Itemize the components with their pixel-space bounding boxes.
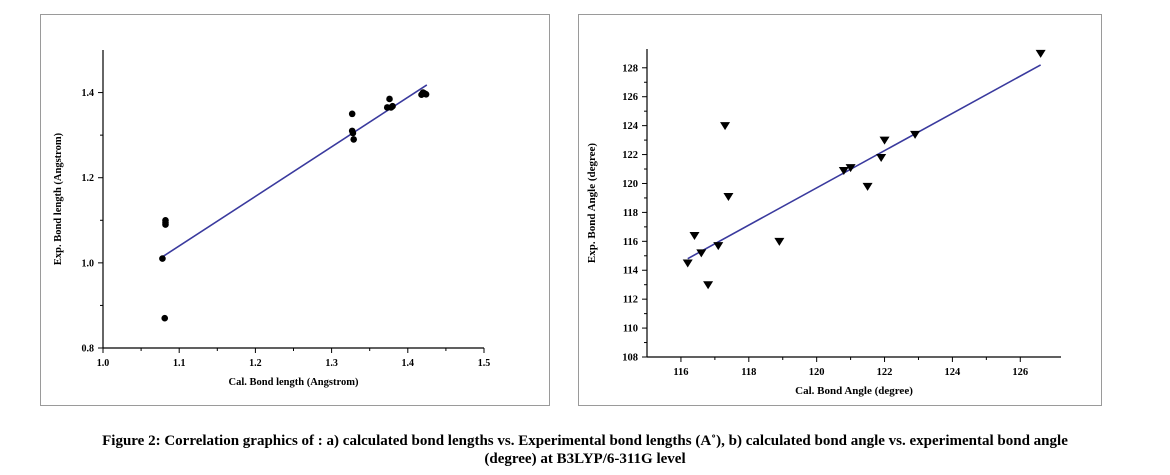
chart-a-data-point xyxy=(389,102,396,110)
chart-a-y-axis-label: Exp. Bond length (Angstrom) xyxy=(53,132,64,265)
chart-b-y-tick-label: 112 xyxy=(623,295,638,306)
chart-b-x-tick-label: 116 xyxy=(673,367,688,378)
chart-a-fit-line xyxy=(161,84,428,258)
chart-b-y-tick-label: 122 xyxy=(622,150,638,161)
chart-b-y-tick-label: 120 xyxy=(622,179,638,190)
figure-caption: Figure 2: Correlation graphics of : a) c… xyxy=(0,432,1170,468)
chart-a-x-tick-label: 1.1 xyxy=(173,358,186,369)
chart-b-x-tick-label: 118 xyxy=(741,367,756,378)
chart-b-data-point xyxy=(876,153,887,162)
chart-b-panel: 116 118 120 122 124 126 108 110 112 114 116 118 120 1… xyxy=(578,14,1102,406)
chart-b-x-tick-label: 124 xyxy=(945,367,962,378)
chart-b-y-tick-label: 110 xyxy=(623,324,638,335)
chart-a-y-tick-label: 1.4 xyxy=(82,88,95,99)
chart-b-y-tick-label: 114 xyxy=(623,266,639,277)
chart-b-x-axis-label: Cal. Bond Angle (degree) xyxy=(795,385,913,397)
chart-b-data-point xyxy=(838,166,849,175)
chart-a-data-point xyxy=(386,95,393,103)
chart-b-data-point xyxy=(689,232,700,241)
chart-a-data-point xyxy=(349,129,357,137)
chart-b-x-tick-label: 122 xyxy=(877,367,893,378)
chart-b-y-tick-label: 118 xyxy=(623,208,638,219)
chart-b-data-point xyxy=(1035,49,1046,58)
chart-a-x-axis-label: Cal. Bond length (Angstrom) xyxy=(229,377,359,388)
chart-a-data-point xyxy=(350,136,357,143)
chart-a-x-tick-label: 1.2 xyxy=(249,358,262,369)
chart-b-data-point xyxy=(720,122,731,131)
chart-a-data-point xyxy=(159,255,166,262)
chart-b-y-tick-label: 128 xyxy=(622,63,638,74)
chart-b-data-point xyxy=(879,136,890,145)
chart-b-data-point xyxy=(910,130,921,139)
chart-a-panel: 1.0 1.1 1.2 1.3 1.4 1.5 0.8 1.0 1.2 1.4 Cal. Bond … xyxy=(40,14,550,406)
chart-a-data-point xyxy=(161,314,169,322)
chart-b-data-point xyxy=(723,192,734,201)
chart-a-x-tick-label: 1.3 xyxy=(325,358,338,369)
chart-b-y-axis-label: Exp. Bond Angle (degree) xyxy=(586,143,598,264)
chart-b-y-tick-label: 126 xyxy=(622,92,638,103)
chart-b-y-tick-label: 116 xyxy=(623,237,638,248)
caption-line-1: Figure 2: Correlation graphics of : a) c… xyxy=(102,433,1068,449)
chart-b-x-tick-label: 126 xyxy=(1012,367,1028,378)
chart-a-data-point xyxy=(162,216,169,224)
chart-b-data-point xyxy=(713,242,724,251)
chart-b-data-point xyxy=(862,182,873,191)
chart-a-y-tick-label: 1.0 xyxy=(82,258,95,269)
chart-b-data-point xyxy=(682,259,693,268)
chart-a-data-point xyxy=(348,110,356,118)
chart-b-fit-line xyxy=(687,64,1042,260)
chart-b-y-tick-label: 108 xyxy=(622,353,638,364)
caption-line-2: (degree) at B3LYP/6-311G level xyxy=(484,451,686,467)
chart-b-y-tick-label: 124 xyxy=(622,121,639,132)
chart-a-x-tick-label: 1.0 xyxy=(97,358,110,369)
chart-b-data-point xyxy=(774,237,785,246)
chart-a-y-tick-label: 0.8 xyxy=(82,344,95,355)
chart-b-x-tick-label: 120 xyxy=(809,367,825,378)
chart-a-y-tick-label: 1.2 xyxy=(82,173,95,184)
chart-b-data-point xyxy=(696,249,707,258)
chart-b-data-point xyxy=(703,281,714,290)
chart-a-x-tick-label: 1.4 xyxy=(402,358,415,369)
chart-a-x-tick-label: 1.5 xyxy=(478,358,491,369)
chart-b-bond-angle: 116 118 120 122 124 126 108 110 112 114 116 118 120 1… xyxy=(586,49,1061,397)
chart-b-data-point xyxy=(845,164,856,173)
chart-a-data-point xyxy=(422,90,430,98)
